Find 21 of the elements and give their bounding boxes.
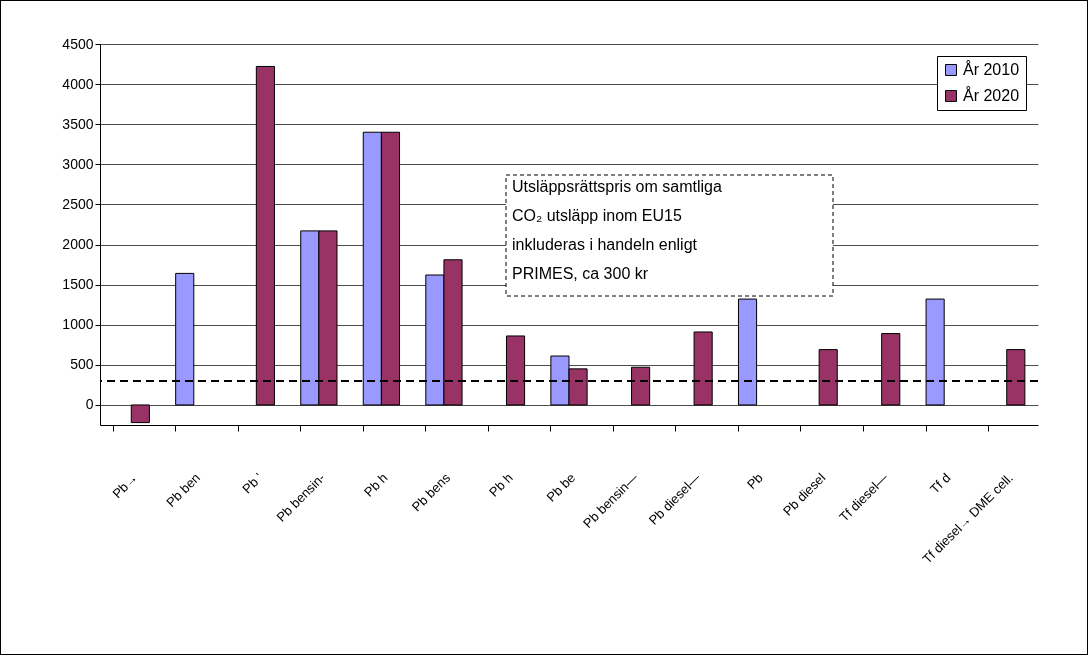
y-tick-label: 3000 xyxy=(62,155,94,172)
x-tick-label: Pb h xyxy=(361,470,391,500)
x-tick-label: Pb ' xyxy=(239,470,266,497)
y-tick-label: 0 xyxy=(85,396,94,413)
x-tick-label: Tf d xyxy=(926,470,954,497)
legend-label: År 2020 xyxy=(963,86,1020,104)
y-tick-label: 1500 xyxy=(62,276,94,293)
x-tick-label: Pb→ xyxy=(109,470,141,502)
x-tick-label: Pb h xyxy=(486,470,516,500)
x-tick-label: Pb be xyxy=(543,470,579,505)
y-tick-label: 500 xyxy=(70,356,94,373)
y-tick-label: 1000 xyxy=(62,316,94,333)
y-tick-label: 4000 xyxy=(62,75,94,92)
y-tick-label: 2000 xyxy=(62,236,94,253)
x-tick-label: Pb xyxy=(743,470,766,492)
y-tick-label: 2500 xyxy=(62,195,94,212)
y-tick-label: 3500 xyxy=(62,115,94,132)
y-tick-label: 4500 xyxy=(62,35,94,52)
legend-label: År 2010 xyxy=(963,60,1020,78)
x-tick-label: Pb ben xyxy=(163,470,203,510)
annotation: Utsläppsrättspris om samtliga CO₂ utsläpp inom EU15 inkluderas i handeln enligt PRIMES, ca 300 kr xyxy=(512,178,722,282)
